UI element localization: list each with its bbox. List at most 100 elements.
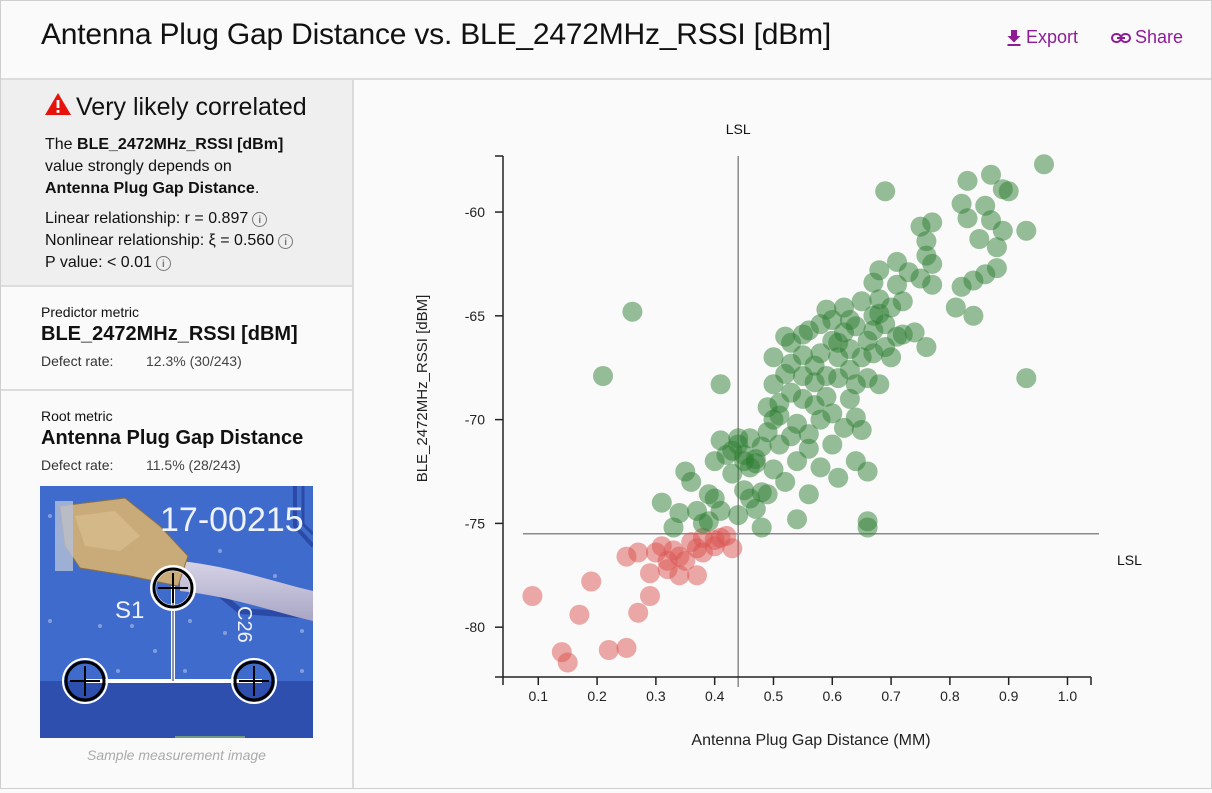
data-point-fail [557,652,578,673]
data-point-pass [710,500,731,521]
data-point-pass [916,337,937,357]
info-icon[interactable]: i [252,211,268,227]
x-tick-label: 0.3 [646,688,666,704]
data-point-fail [598,640,619,660]
info-icon[interactable]: i [155,255,171,271]
x-tick-label: 1.0 [1058,688,1078,704]
data-point-pass [787,509,807,530]
predictor-label: Predictor metric [41,304,140,320]
stats: Linear relationship: r = 0.897 i Nonlinea… [45,208,294,274]
data-point-pass [681,471,702,492]
data-point-pass [787,451,807,472]
warning-icon [44,92,72,123]
data-point-fail [675,550,696,571]
data-point-fail [716,525,737,546]
nonlinear-text: Nonlinear relationship: ξ = 0.560 [45,232,275,249]
info-icon[interactable]: i [278,233,294,249]
data-point-pass [745,498,766,519]
data-point-pass [992,220,1013,241]
predictor-metric-panel: Predictor metric BLE_2472MHz_RSSI [dBM] … [1,287,352,391]
sample-measurement-image: 17-00215 S1 C26 [40,486,313,738]
x-tick-label: 0.6 [823,688,843,704]
summary-description: The BLE_2472MHz_RSSI [dBm] value strongl… [45,134,345,200]
x-tick-label: 0.2 [587,688,607,704]
data-point-pass [922,253,943,274]
data-point-pass [986,258,1007,279]
data-point-fail [522,586,543,606]
data-point-pass [769,405,790,426]
image-caption: Sample measurement image [87,747,266,763]
image-label-c26: C26 [233,606,255,643]
correlation-summary: Very likely correlated The BLE_2472MHz_R… [1,80,352,287]
data-point-pass [875,181,896,202]
data-point-pass [922,274,943,295]
pvalue-text: P value: < 0.01 [45,254,152,271]
data-point-pass [763,347,784,368]
data-point-fail [569,604,590,625]
data-point-pass [798,484,819,505]
data-point-pass [822,403,843,424]
data-point-fail [581,571,602,592]
data-point-pass [845,407,866,428]
data-point-pass [857,461,878,482]
data-point-pass [904,322,925,343]
measurement-marker [150,565,196,611]
y-tick-label: -80 [465,619,485,635]
desc-middle: value strongly depends on [45,158,232,175]
data-point-pass [745,449,766,470]
data-point-pass [751,517,772,538]
data-point-fail [687,565,707,586]
data-point-pass [798,438,819,459]
data-point-pass [1016,368,1037,389]
measurement-marker [62,658,108,704]
linear-text: Linear relationship: r = 0.897 [45,210,249,227]
data-point-pass [892,291,913,312]
export-button[interactable]: Export [1006,27,1078,48]
data-point-pass [763,459,784,480]
data-point-pass [857,511,878,532]
share-button[interactable]: Share [1111,27,1183,48]
p-value: P value: < 0.01 i [45,252,293,274]
x-tick-label: 0.7 [881,688,901,704]
data-point-pass [887,274,907,295]
data-point-pass [863,320,884,341]
x-axis-title: Antenna Plug Gap Distance (MM) [691,732,930,749]
data-point-pass [728,505,749,526]
image-label-serial: 17-00215 [160,501,304,539]
share-label: Share [1135,27,1184,47]
data-point-pass [651,492,672,513]
data-point-pass [757,484,778,505]
data-point-pass [869,303,890,324]
lsl-vertical-label: LSL [726,121,751,137]
x-tick-label: 0.9 [999,688,1019,704]
data-point-pass [981,164,1001,185]
data-point-pass [969,229,990,249]
y-tick-label: -60 [465,204,485,220]
lsl-horizontal-label: LSL [1117,552,1142,568]
data-point-pass [922,212,943,233]
data-point-pass [781,332,802,353]
data-point-pass [798,424,819,445]
data-point-pass [669,503,690,523]
desc-prefix: The [45,136,78,153]
data-point-pass [945,297,966,318]
data-point-pass [839,310,860,330]
data-point-pass [722,463,743,484]
data-point-pass [851,291,872,312]
root-label: Root metric [41,408,113,424]
data-point-fail [616,637,637,658]
data-point-pass [622,301,643,322]
defect-rate-value: 12.3% (30/243) [146,353,242,369]
defect-rate-label: Defect rate: [41,353,114,369]
page-title: Antenna Plug Gap Distance vs. BLE_2472MH… [41,18,832,51]
data-point-pass [816,299,837,320]
summary-title-text: Very likely correlated [76,93,307,121]
data-point-pass [916,231,937,252]
root-name: Antenna Plug Gap Distance [41,427,304,449]
measurement-marker [231,658,277,704]
predictor-defect-rate: Defect rate: 12.3% (30/243) [41,353,242,369]
y-tick-label: -75 [465,515,485,531]
data-point-pass [881,347,902,368]
data-point-fail [640,586,660,606]
